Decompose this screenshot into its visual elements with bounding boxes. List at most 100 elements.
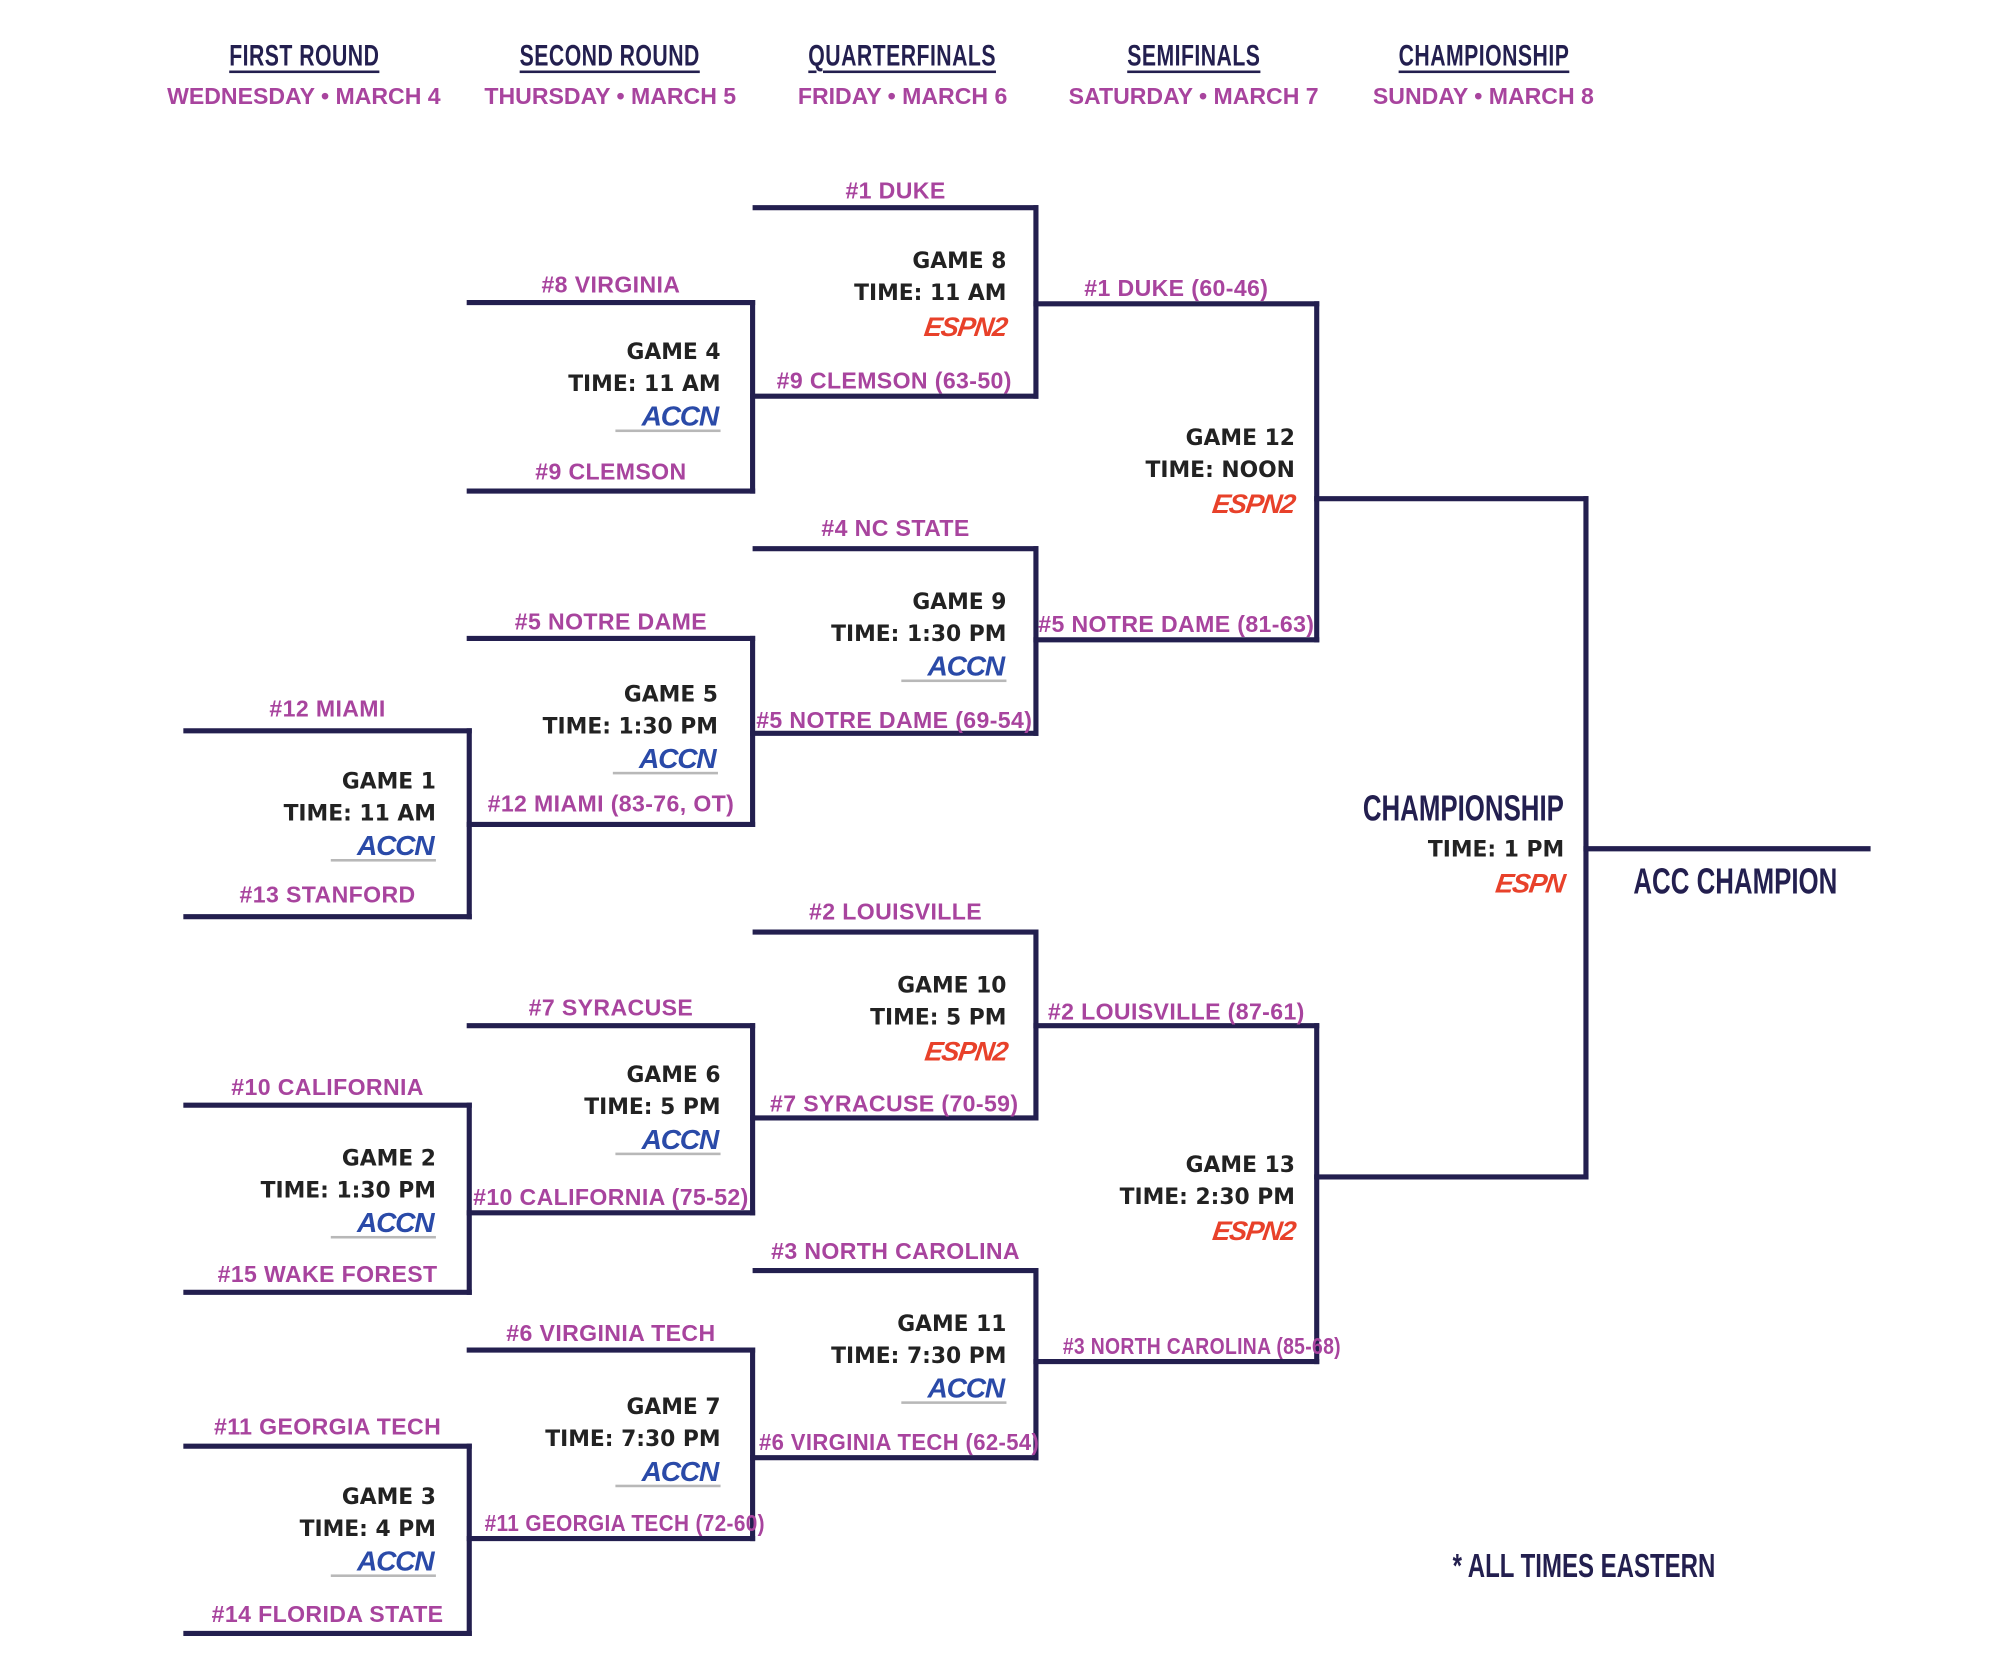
team-name: #12 MIAMI (83-76, OT) xyxy=(487,791,735,817)
game-time: TIME: 7:30 PM xyxy=(545,1426,721,1453)
team-name: #9 CLEMSON (63-50) xyxy=(776,367,1012,394)
accn-logo-icon: ACCN xyxy=(615,402,721,433)
game-time: TIME: 1:30 PM xyxy=(542,714,718,740)
team-name: #11 GEORGIA TECH xyxy=(213,1414,442,1440)
game-info: GAME 13 TIME: 2:30 PM ESPN2 xyxy=(1119,1150,1297,1247)
accn-logo-icon: ACCN xyxy=(615,1125,721,1156)
accn-logo-icon: ACCN xyxy=(331,1547,436,1577)
team-label: #15 WAKE FOREST xyxy=(186,1260,469,1288)
team-name: #15 WAKE FOREST xyxy=(217,1261,438,1288)
team-name: #5 NOTRE DAME (81-63) xyxy=(1038,611,1315,638)
game-info: GAME 11 TIME: 7:30 PM ACCN xyxy=(831,1309,1007,1408)
team-name: #11 GEORGIA TECH (72-60) xyxy=(484,1510,765,1536)
team-name: #2 LOUISVILLE xyxy=(809,898,983,925)
team-name: #6 VIRGINIA TECH xyxy=(506,1320,716,1347)
game-time: TIME: NOON xyxy=(1145,457,1295,484)
game-number: GAME 9 xyxy=(912,589,1007,616)
game-number: GAME 6 xyxy=(626,1062,721,1089)
game-time: TIME: 1:30 PM xyxy=(260,1178,436,1204)
game-info: GAME 5 TIME: 1:30 PM ACCN xyxy=(543,680,718,779)
round-title: FIRST ROUND xyxy=(228,38,379,72)
team-name: #12 MIAMI xyxy=(269,696,386,722)
team-label: #5 NOTRE DAME (81-63) xyxy=(1036,610,1317,638)
team-label: #1 DUKE xyxy=(755,177,1036,205)
team-name: #1 DUKE (60-46) xyxy=(1084,275,1269,302)
round-title: SEMIFINALS xyxy=(1127,38,1261,72)
team-name: #10 CALIFORNIA (75-52) xyxy=(473,1184,749,1211)
game-info: GAME 12 TIME: NOON ESPN2 xyxy=(1145,423,1298,520)
team-name: #7 SYRACUSE xyxy=(528,994,694,1021)
game-info: GAME 8 TIME: 11 AM ESPN2 xyxy=(854,246,1009,343)
game-time: TIME: 1 PM xyxy=(1427,837,1565,863)
game-time: TIME: 7:30 PM xyxy=(831,1343,1007,1370)
round-date: FRIDAY • MARCH 6 xyxy=(797,83,1008,109)
espn2-logo-icon: ESPN2 xyxy=(1211,489,1298,520)
team-name: #3 NORTH CAROLINA (85-68) xyxy=(1062,1333,1341,1360)
game-time: TIME: 11 AM xyxy=(283,801,436,827)
team-label: #12 MIAMI (83-76, OT) xyxy=(469,790,752,818)
game-time: TIME: 4 PM xyxy=(299,1516,436,1543)
round-header: CHAMPIONSHIP SUNDAY • MARCH 8 xyxy=(1330,38,1638,110)
team-name: #5 NOTRE DAME xyxy=(514,608,708,635)
espn2-logo-icon: ESPN2 xyxy=(922,312,1009,343)
game-number: GAME 4 xyxy=(626,339,721,366)
game-number: GAME 12 xyxy=(1185,425,1295,452)
game-number: GAME 8 xyxy=(912,248,1007,275)
game-info: GAME 6 TIME: 5 PM ACCN xyxy=(584,1060,721,1159)
team-name: #9 CLEMSON xyxy=(535,458,687,485)
team-label: #1 DUKE (60-46) xyxy=(1036,274,1317,302)
game-time: TIME: 11 AM xyxy=(854,280,1007,307)
round-title: CHAMPIONSHIP xyxy=(1398,38,1569,72)
game-time: TIME: 1:30 PM xyxy=(831,621,1007,648)
round-header: SEMIFINALS SATURDAY • MARCH 7 xyxy=(1040,38,1348,110)
game-info: GAME 7 TIME: 7:30 PM ACCN xyxy=(545,1392,721,1491)
round-header: QUARTERFINALS FRIDAY • MARCH 6 xyxy=(749,38,1057,110)
round-date: SUNDAY • MARCH 8 xyxy=(1372,83,1594,109)
team-label: #2 LOUISVILLE xyxy=(755,897,1036,925)
game-time: TIME: 2:30 PM xyxy=(1119,1184,1295,1211)
round-date: WEDNESDAY • MARCH 4 xyxy=(167,83,441,109)
team-name: #8 VIRGINIA xyxy=(541,271,681,298)
team-label: #11 GEORGIA TECH (72-60) xyxy=(469,1509,765,1537)
team-label: #7 SYRACUSE xyxy=(469,994,752,1022)
round-header: FIRST ROUND WEDNESDAY • MARCH 4 xyxy=(150,38,458,110)
team-label: #13 STANFORD xyxy=(186,881,469,909)
round-title: QUARTERFINALS xyxy=(808,38,997,72)
game-info: GAME 10 TIME: 5 PM ESPN2 xyxy=(870,971,1009,1068)
accn-logo-icon: ACCN xyxy=(331,1208,436,1239)
accn-logo-icon: ACCN xyxy=(901,1374,1007,1404)
team-label: #3 NORTH CAROLINA (85-68) xyxy=(1036,1332,1341,1360)
game-info: GAME 9 TIME: 1:30 PM ACCN xyxy=(831,587,1007,686)
accn-logo-icon: ACCN xyxy=(613,744,718,775)
team-label: #11 GEORGIA TECH xyxy=(186,1413,469,1441)
game-number: GAME 11 xyxy=(897,1311,1007,1338)
accn-logo-icon: ACCN xyxy=(901,652,1007,683)
game-time: TIME: 5 PM xyxy=(584,1094,721,1121)
team-label: #9 CLEMSON xyxy=(469,458,752,486)
team-label: #8 VIRGINIA xyxy=(469,271,752,299)
team-label: #10 CALIFORNIA (75-52) xyxy=(469,1183,752,1211)
game-number: GAME 7 xyxy=(626,1394,721,1421)
game-number: CHAMPIONSHIP xyxy=(1363,788,1565,829)
round-date: THURSDAY • MARCH 5 xyxy=(484,83,737,109)
accn-logo-icon: ACCN xyxy=(331,831,436,862)
team-name: #4 NC STATE xyxy=(821,515,970,542)
team-name: #10 CALIFORNIA xyxy=(231,1074,424,1101)
team-label: #12 MIAMI xyxy=(186,695,469,723)
team-label: #3 NORTH CAROLINA xyxy=(755,1237,1036,1265)
game-info: GAME 1 TIME: 11 AM ACCN xyxy=(284,767,436,866)
game-time: TIME: 5 PM xyxy=(870,1005,1007,1031)
footnote: * ALL TIMES EASTERN xyxy=(1452,1546,1716,1585)
espn2-logo-icon: ESPN2 xyxy=(922,1037,1009,1067)
champion-label: ACC CHAMPION xyxy=(1633,861,1838,902)
team-name: #13 STANFORD xyxy=(239,882,416,908)
team-label: #9 CLEMSON (63-50) xyxy=(753,367,1036,395)
game-number: GAME 1 xyxy=(341,769,436,795)
game-number: GAME 3 xyxy=(341,1484,436,1511)
game-number: GAME 2 xyxy=(341,1146,436,1172)
game-info: CHAMPIONSHIP TIME: 1 PM ESPN xyxy=(1285,788,1566,900)
game-number: GAME 10 xyxy=(897,973,1007,999)
team-label: #6 VIRGINIA TECH xyxy=(469,1319,752,1347)
accn-logo-icon: ACCN xyxy=(615,1457,721,1488)
